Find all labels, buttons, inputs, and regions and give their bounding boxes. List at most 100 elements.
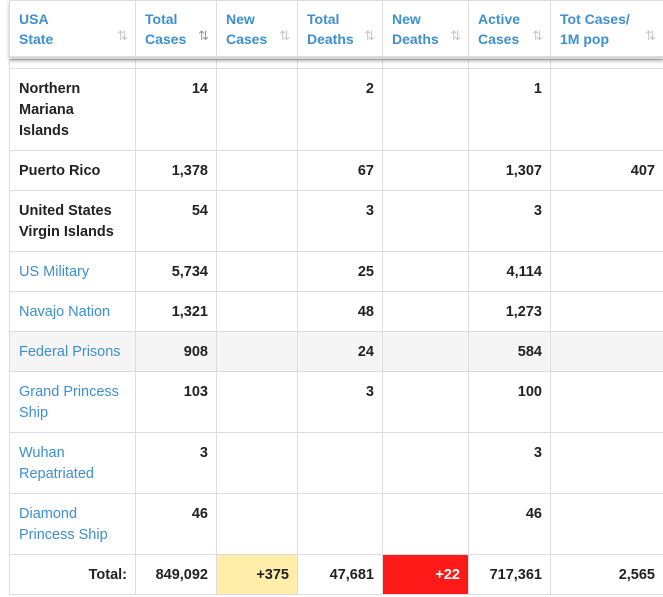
cell-value: 103 — [183, 384, 208, 400]
per-million-cell — [550, 59, 663, 69]
table-row: Wuhan Repatriated 3 3 — [9, 432, 663, 494]
table-row: Guam137 5 16 — [9, 59, 663, 69]
column-header-label-line2: State — [19, 31, 54, 47]
column-header-new-cases[interactable]: New Cases ⇅ — [216, 0, 298, 57]
table-row: Grand Princess Ship 103 3 100 — [9, 371, 663, 433]
column-header-label-line1: Active — [478, 11, 521, 27]
total-deaths-cell: 5 — [297, 59, 383, 69]
column-header-total-cases[interactable]: Total Cases ⇅ — [135, 0, 217, 57]
column-header-label-line2: Deaths — [307, 31, 354, 47]
cell-value: 1,273 — [505, 304, 542, 320]
sort-arrows-icon[interactable]: ⇅ — [450, 28, 461, 43]
table-row: Navajo Nation 1,321 48 1,273 — [9, 291, 663, 332]
new-deaths-cell — [382, 251, 469, 292]
state-name-text: Northern Mariana Islands — [19, 81, 81, 139]
column-header-label-line1: Total — [145, 11, 178, 27]
new-cases-cell — [216, 432, 298, 494]
table-row: Diamond Princess Ship 46 46 — [9, 493, 663, 555]
new-deaths-cell — [382, 493, 469, 555]
column-header-tot-cases-per-1m-pop[interactable]: Tot Cases/1M pop ⇅ — [550, 0, 663, 57]
state-name-text[interactable]: US Military — [19, 264, 90, 280]
state-name-text[interactable]: Navajo Nation — [19, 304, 111, 320]
state-link[interactable]: Grand Princess Ship — [9, 371, 136, 433]
cell-value: 3 — [533, 445, 542, 461]
total-cases-cell: 14 — [135, 68, 217, 151]
cell-value: 1,321 — [171, 304, 208, 320]
sort-arrows-icon[interactable]: ⇅ — [117, 28, 128, 43]
state-link[interactable]: Wuhan Repatriated — [9, 432, 136, 494]
total-cases-cell: 103 — [135, 371, 217, 433]
total-deaths-cell: 3 — [297, 371, 383, 433]
new-deaths-cell — [382, 68, 469, 151]
per-million-cell — [550, 432, 663, 494]
state-name-text[interactable]: Grand Princess Ship — [19, 384, 119, 421]
cell-value: 48 — [357, 304, 374, 320]
state-link[interactable]: Diamond Princess Ship — [9, 493, 136, 555]
new-cases-cell — [216, 493, 298, 555]
column-header-label-line1: New — [392, 11, 421, 27]
cell-value: 3 — [365, 203, 374, 219]
cell-value: 908 — [183, 344, 208, 360]
active-cases-cell: 584 — [468, 331, 551, 372]
sort-arrows-icon[interactable]: ⇅ — [645, 28, 656, 43]
cell-value: 3 — [365, 384, 374, 400]
state-name: United States Virgin Islands — [9, 190, 136, 252]
total-cases-cell: 137 — [135, 59, 217, 69]
column-header-total-deaths[interactable]: Total Deaths ⇅ — [297, 0, 383, 57]
sort-arrows-icon[interactable]: ⇅ — [532, 28, 543, 43]
cell-value: 584 — [517, 344, 542, 360]
total-label: Total: — [9, 554, 136, 595]
table-row: United States Virgin Islands 54 3 3 — [9, 190, 663, 252]
state-name-text[interactable]: Federal Prisons — [19, 344, 121, 360]
total-deaths-cell: 2 — [297, 68, 383, 151]
state-link[interactable]: US Military — [9, 251, 136, 292]
cell-value: 24 — [357, 344, 374, 360]
sort-arrows-icon[interactable]: ⇅ — [279, 28, 290, 43]
active-cases-cell: 4,114 — [468, 251, 551, 292]
column-header-label-line1: New — [226, 11, 255, 27]
state-link[interactable]: Federal Prisons — [9, 331, 136, 372]
column-header-new-deaths[interactable]: New Deaths ⇅ — [382, 0, 469, 57]
state-name-text: Puerto Rico — [19, 163, 101, 179]
column-header-active-cases[interactable]: Active Cases ⇅ — [468, 0, 551, 57]
per-million-cell: 407 — [550, 150, 663, 191]
cell-value: 3 — [199, 445, 208, 461]
cell-value: 46 — [525, 506, 542, 522]
active-cases-cell: 3 — [468, 190, 551, 252]
sort-arrows-icon[interactable]: ⇅ — [364, 28, 375, 43]
cell-value: 1,307 — [505, 163, 542, 179]
new-deaths-cell — [382, 190, 469, 252]
per-million-cell — [550, 251, 663, 292]
per-million-cell — [550, 331, 663, 372]
cell-value: 67 — [357, 163, 374, 179]
total-cases-cell: 908 — [135, 331, 217, 372]
total-active-cases-cell: 717,361 — [468, 554, 551, 595]
column-header-label-line1: Tot Cases/ — [560, 11, 630, 27]
total-row: Total: 849,092 +375 47,681 +22 717,361 2,565 — [9, 554, 663, 595]
active-cases-cell: 46 — [468, 493, 551, 555]
new-cases-cell — [216, 251, 298, 292]
state-name-text[interactable]: Diamond Princess Ship — [19, 506, 108, 543]
column-header-label-line2: Deaths — [392, 31, 439, 47]
active-cases-cell: 1,307 — [468, 150, 551, 191]
cell-value: 2 — [365, 81, 374, 97]
state-link[interactable]: Navajo Nation — [9, 291, 136, 332]
total-deaths-cell: 25 — [297, 251, 383, 292]
new-cases-cell — [216, 190, 298, 252]
total-cases-cell: 46 — [135, 493, 217, 555]
table-row: Puerto Rico 1,378 67 1,307 407 — [9, 150, 663, 191]
total-deaths-cell: 48 — [297, 291, 383, 332]
cell-value: 25 — [357, 264, 374, 280]
total-new-cases-cell: +375 — [216, 554, 298, 595]
column-header-usa-state[interactable]: USA State ⇅ — [9, 0, 136, 57]
total-total-deaths-cell: 47,681 — [297, 554, 383, 595]
total-total-cases-cell: 849,092 — [135, 554, 217, 595]
sort-arrows-icon[interactable]: ⇅ — [198, 28, 209, 43]
per-million-cell — [550, 68, 663, 151]
total-cases-cell: 1,321 — [135, 291, 217, 332]
cell-value: 46 — [191, 506, 208, 522]
table-row: Federal Prisons 908 24 584 — [9, 331, 663, 372]
state-name-text[interactable]: Wuhan Repatriated — [19, 445, 94, 482]
cell-value: 4,114 — [506, 264, 543, 280]
